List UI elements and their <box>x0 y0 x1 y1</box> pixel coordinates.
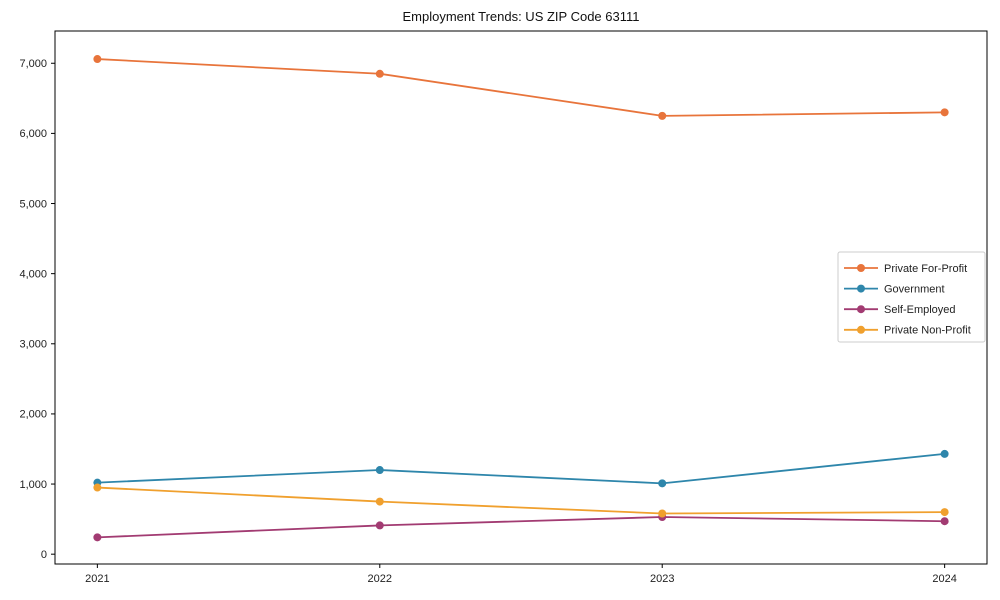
chart-title: Employment Trends: US ZIP Code 63111 <box>402 9 639 24</box>
data-point-private-non-profit <box>940 508 949 517</box>
legend-label: Private Non-Profit <box>884 325 971 337</box>
series-line-private-for-profit <box>97 58 945 117</box>
legend-marker <box>857 305 865 314</box>
legend-marker <box>857 264 865 272</box>
x-axis-tick-label: 2023 <box>650 573 674 585</box>
data-point-private-for-profit <box>940 108 949 117</box>
plot-border <box>54 30 988 565</box>
y-axis-tick-label: 0 <box>41 549 47 561</box>
data-point-private-non-profit <box>658 509 667 518</box>
data-point-private-non-profit <box>375 497 384 506</box>
x-axis-tick-label: 2022 <box>368 573 392 585</box>
data-point-private-for-profit <box>375 69 384 78</box>
legend-label: Government <box>884 283 945 295</box>
y-axis-tick-label: 6,000 <box>19 128 47 140</box>
data-point-private-non-profit <box>93 483 102 492</box>
x-axis-tick-label: 2024 <box>932 573 956 585</box>
y-axis-tick-label: 3,000 <box>19 339 47 351</box>
y-axis-tick-label: 4,000 <box>19 268 47 280</box>
legend-marker <box>857 284 865 293</box>
data-point-government <box>940 449 949 458</box>
y-axis-tick-label: 5,000 <box>19 198 47 210</box>
x-axis-tick-label: 2021 <box>85 573 109 585</box>
legend-marker <box>857 325 865 334</box>
data-point-self-employed <box>940 517 949 526</box>
plot-area: 0 1,000 2,000 3,000 4,000 5,000 6,000 7,000 2021… <box>19 30 988 585</box>
data-point-government <box>658 479 667 488</box>
series-line-government <box>97 452 945 485</box>
data-point-self-employed <box>93 533 102 542</box>
data-point-private-for-profit <box>93 55 102 64</box>
y-axis-tick-label: 1,000 <box>19 479 47 491</box>
legend-label: Self-Employed <box>884 304 956 316</box>
legend-label: Private For-Profit <box>884 263 967 275</box>
data-point-government <box>375 466 384 475</box>
legend-box <box>837 251 986 343</box>
series-line-private-non-profit <box>97 486 945 515</box>
data-point-self-employed <box>375 521 384 530</box>
series-line-self-employed <box>97 516 945 539</box>
y-axis-tick-label: 7,000 <box>19 58 47 70</box>
data-point-private-for-profit <box>658 111 667 120</box>
y-axis-tick-label: 2,000 <box>19 409 47 421</box>
